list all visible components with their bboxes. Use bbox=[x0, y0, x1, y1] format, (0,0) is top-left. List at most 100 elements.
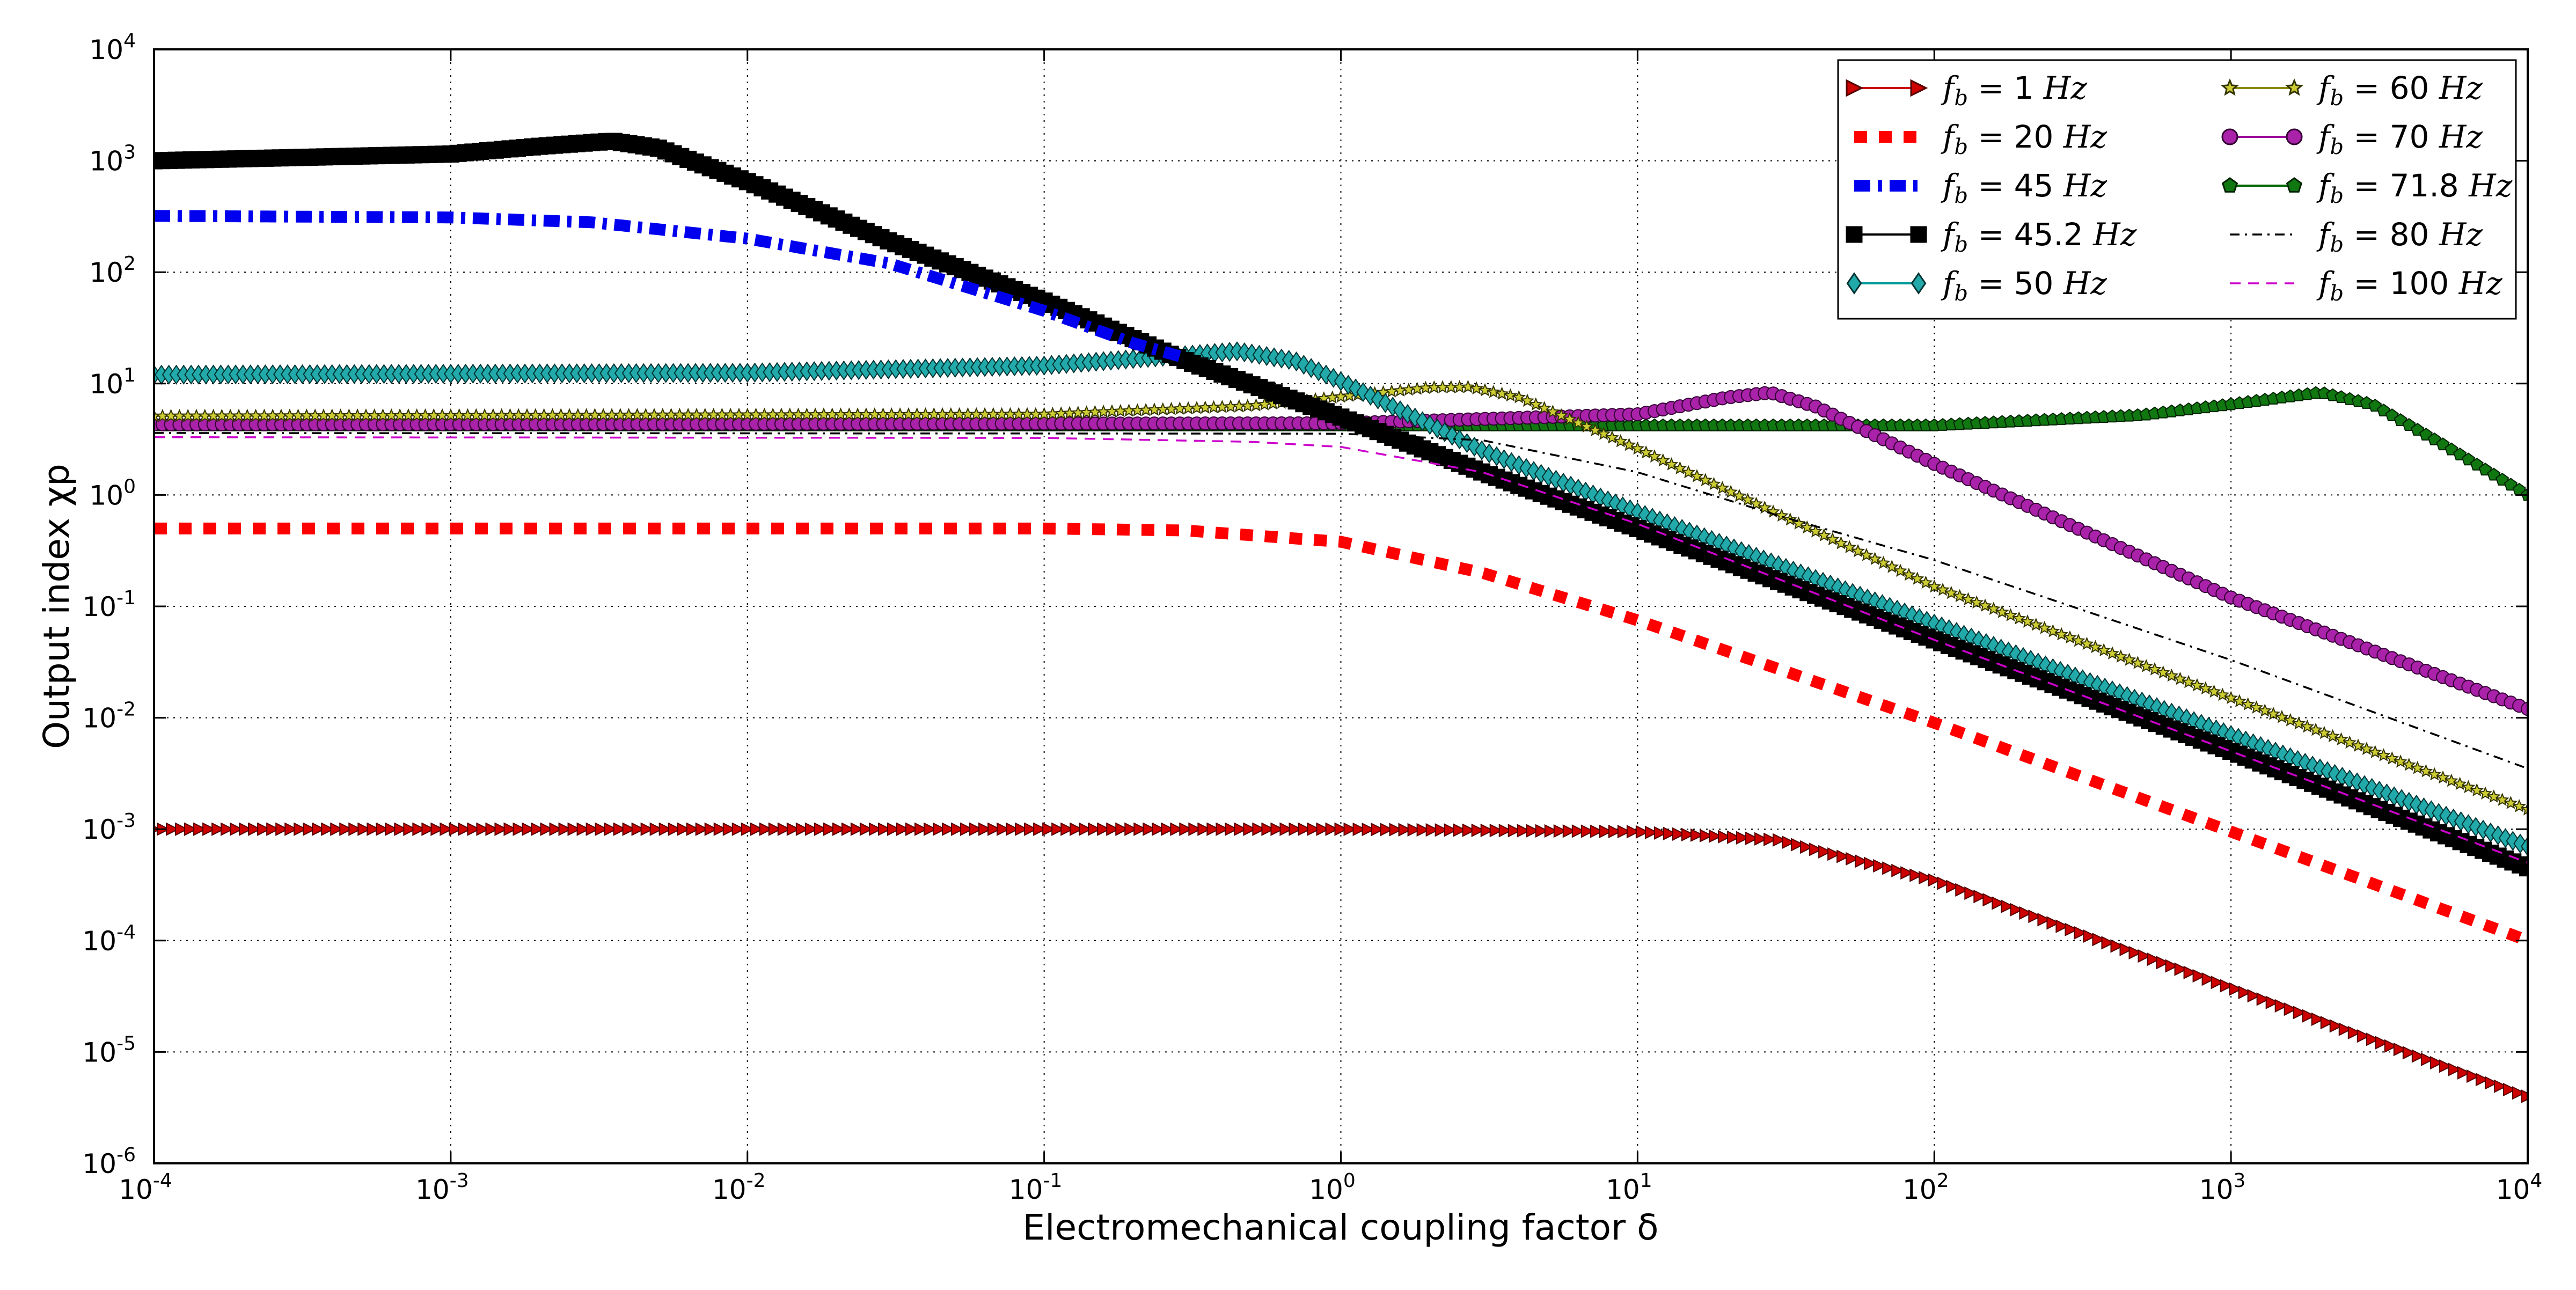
data-point bbox=[997, 822, 1011, 836]
data-point bbox=[1133, 822, 1147, 836]
data-point bbox=[2182, 675, 2196, 688]
data-point bbox=[1791, 838, 1805, 852]
series-layer bbox=[154, 133, 2528, 1103]
data-point bbox=[1745, 831, 1759, 845]
data-point bbox=[2128, 945, 2142, 959]
data-point bbox=[1371, 823, 1385, 837]
data-point bbox=[786, 822, 801, 836]
data-point bbox=[1097, 822, 1111, 836]
data-point bbox=[184, 822, 198, 836]
data-point bbox=[1754, 832, 1768, 846]
y-tick-label: 10-1 bbox=[82, 587, 136, 622]
data-point bbox=[1225, 822, 1239, 836]
data-point bbox=[522, 822, 536, 836]
data-point bbox=[2385, 751, 2399, 765]
data-point bbox=[1535, 824, 1549, 838]
data-point bbox=[1106, 822, 1120, 836]
data-point bbox=[1197, 822, 1211, 836]
data-point bbox=[2198, 681, 2213, 695]
data-point bbox=[1015, 822, 1029, 836]
data-point bbox=[2029, 618, 2043, 631]
data-point bbox=[1827, 847, 1841, 861]
data-point bbox=[2074, 926, 2088, 940]
data-point bbox=[722, 822, 736, 836]
data-point bbox=[759, 822, 773, 836]
data-point bbox=[2334, 732, 2348, 746]
data-point bbox=[1961, 592, 1975, 606]
data-point bbox=[2266, 707, 2281, 720]
data-point bbox=[2211, 976, 2224, 990]
data-point bbox=[2147, 952, 2161, 966]
y-tick-label: 10-3 bbox=[82, 810, 136, 845]
data-point bbox=[640, 822, 654, 836]
data-point bbox=[2174, 962, 2188, 976]
data-point bbox=[2384, 1039, 2398, 1053]
data-point bbox=[2238, 985, 2252, 1000]
data-point bbox=[677, 822, 691, 836]
y-axis-title: Output index χp bbox=[36, 464, 77, 749]
legend-label: fb = 20 Hz bbox=[1941, 119, 2107, 159]
data-point bbox=[2119, 942, 2133, 956]
data-point bbox=[704, 822, 718, 836]
data-point bbox=[1946, 879, 1960, 893]
data-point bbox=[2037, 913, 2051, 927]
legend-item: fb = 50 Hz bbox=[1846, 265, 2107, 306]
data-point bbox=[622, 822, 636, 836]
data-point bbox=[1855, 854, 1869, 868]
data-point bbox=[1371, 389, 1385, 409]
data-point bbox=[2012, 611, 2026, 625]
data-point bbox=[211, 822, 225, 836]
series-line bbox=[154, 436, 2528, 864]
data-point bbox=[1736, 831, 1750, 845]
data-point bbox=[1024, 822, 1038, 836]
y-tick-label: 104 bbox=[89, 30, 136, 65]
data-point bbox=[1462, 823, 1476, 837]
data-point bbox=[1580, 824, 1595, 838]
data-point bbox=[494, 822, 508, 836]
data-point bbox=[2054, 627, 2069, 641]
data-point bbox=[1445, 426, 1459, 446]
data-point bbox=[1644, 825, 1659, 839]
data-point bbox=[1482, 443, 1496, 464]
data-point bbox=[2368, 745, 2382, 758]
legend-marker bbox=[1910, 226, 1927, 243]
data-point bbox=[2274, 710, 2289, 723]
data-point bbox=[2466, 1069, 2480, 1083]
data-point bbox=[1970, 595, 1984, 609]
data-point bbox=[2439, 1059, 2453, 1073]
data-point bbox=[1179, 822, 1193, 836]
data-point bbox=[2486, 789, 2501, 803]
x-tick-label: 100 bbox=[1309, 1170, 1356, 1205]
data-point bbox=[2265, 995, 2279, 1009]
legend-marker bbox=[2286, 128, 2303, 145]
data-point bbox=[1243, 822, 1257, 836]
data-point bbox=[1973, 890, 1987, 904]
legend-label: fb = 45.2 Hz bbox=[1941, 216, 2137, 257]
data-point bbox=[2521, 836, 2528, 857]
data-point bbox=[2046, 916, 2060, 930]
series-fb-60 bbox=[154, 379, 2528, 816]
data-point bbox=[376, 822, 390, 836]
legend: fb = 1 Hz fb = 20 Hz fb = 45 Hz fb = 45.2 H… bbox=[1837, 59, 2517, 320]
data-point bbox=[2351, 738, 2366, 752]
data-point bbox=[2065, 922, 2079, 936]
data-point bbox=[1042, 822, 1056, 836]
data-point bbox=[896, 822, 910, 836]
data-point bbox=[248, 822, 262, 836]
data-point bbox=[2284, 1002, 2297, 1016]
data-point bbox=[2247, 989, 2261, 1003]
legend-marker bbox=[2285, 78, 2304, 96]
data-point bbox=[2241, 697, 2255, 710]
data-point bbox=[969, 822, 983, 836]
data-point bbox=[1809, 842, 1823, 856]
data-point bbox=[859, 822, 874, 836]
legend-label: fb = 71.8 Hz bbox=[2316, 167, 2513, 208]
data-point bbox=[2055, 919, 2069, 933]
data-point bbox=[2224, 691, 2238, 705]
legend-marker bbox=[2286, 177, 2303, 193]
data-point bbox=[832, 822, 846, 836]
legend-marker bbox=[1846, 226, 1863, 243]
data-point bbox=[485, 822, 499, 836]
data-point bbox=[284, 822, 298, 836]
data-point bbox=[2292, 716, 2306, 730]
